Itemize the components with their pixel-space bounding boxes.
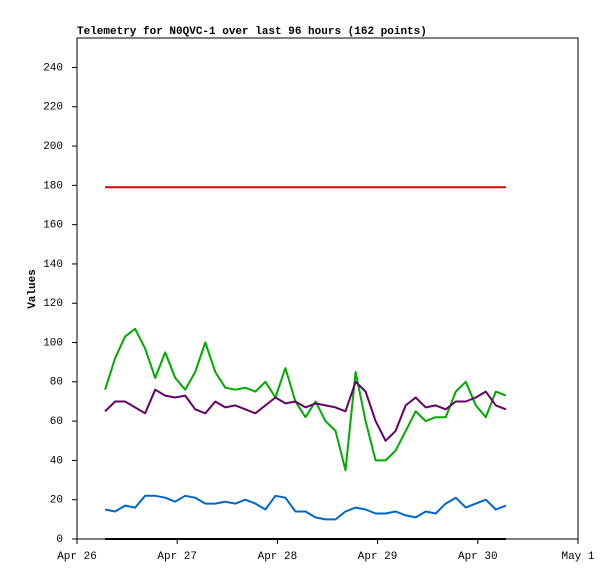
y-tick-label: 60	[50, 416, 63, 428]
chart-title: Telemetry for N0QVC-1 over last 96 hours…	[77, 26, 427, 38]
y-tick-label: 240	[43, 62, 63, 74]
x-tick-label: Apr 27	[157, 551, 197, 563]
x-tick-label: May 1	[561, 551, 594, 563]
y-tick-label: 160	[43, 220, 63, 232]
y-tick-label: 180	[43, 180, 63, 192]
y-tick-label: 100	[43, 337, 63, 349]
series-line	[104, 380, 507, 442]
x-tick-label: Apr 29	[358, 551, 398, 563]
plot-frame	[76, 37, 579, 540]
series-line	[104, 327, 507, 472]
y-tick-label: 220	[43, 102, 63, 114]
y-tick-label: 120	[43, 298, 63, 310]
y-axis-label: Values	[27, 269, 39, 309]
y-tick-label: 0	[56, 534, 63, 546]
x-tick-label: Apr 26	[57, 551, 97, 563]
y-tick-label: 20	[50, 495, 63, 507]
y-tick-label: 80	[50, 377, 63, 389]
series-line	[104, 494, 507, 521]
y-tick-label: 200	[43, 141, 63, 153]
y-tick-label: 140	[43, 259, 63, 271]
x-tick-label: Apr 30	[458, 551, 498, 563]
x-tick-label: Apr 28	[258, 551, 298, 563]
y-tick-label: 40	[50, 455, 63, 467]
